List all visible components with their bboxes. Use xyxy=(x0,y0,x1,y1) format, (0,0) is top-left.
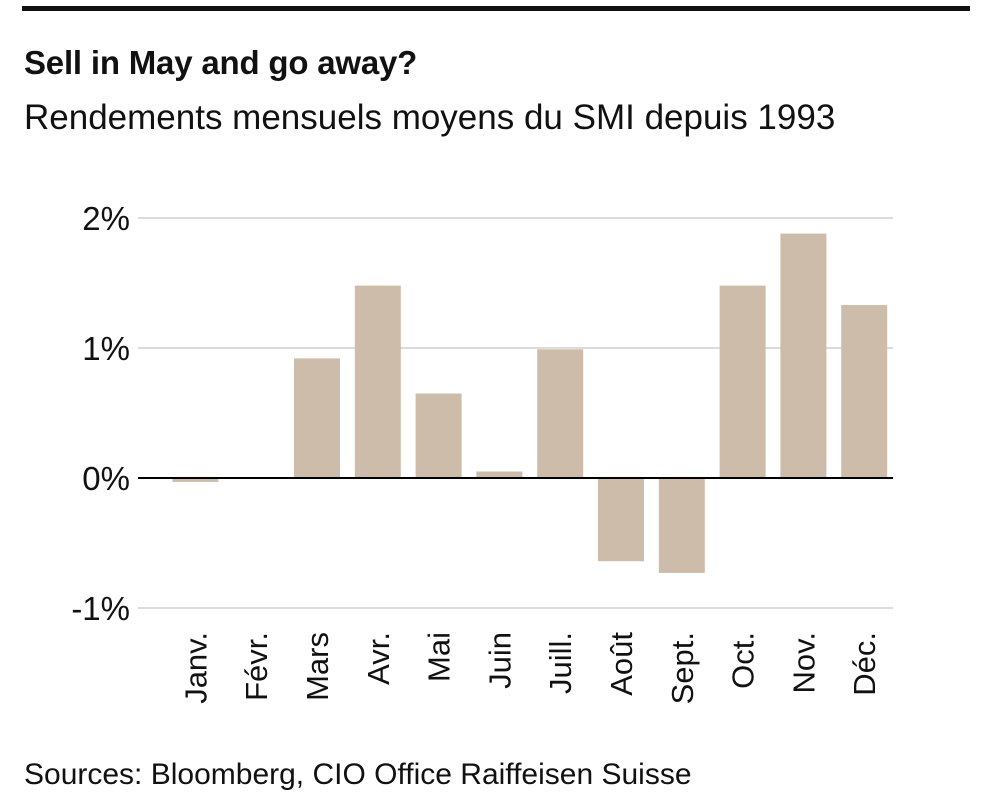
x-tick-label: Mars xyxy=(300,632,335,701)
x-tick-label: Avr. xyxy=(361,632,396,685)
chart-subtitle: Rendements mensuels moyens du SMI depuis… xyxy=(24,98,836,137)
bar xyxy=(415,393,462,478)
bar xyxy=(537,349,584,478)
x-tick-label: Déc. xyxy=(847,632,882,696)
bar xyxy=(476,471,523,478)
x-tick-label: Juin xyxy=(482,632,517,689)
x-tick-label: Sept. xyxy=(665,632,700,704)
y-tick-labels: -1% 0% 1% 2% xyxy=(71,200,130,627)
y-tick-label: -1% xyxy=(71,590,130,627)
bar xyxy=(780,233,827,478)
y-tick-label: 1% xyxy=(82,330,130,367)
bar xyxy=(841,305,888,478)
x-tick-label: Févr. xyxy=(239,632,274,701)
x-tick-label: Août xyxy=(604,632,639,696)
source-note: Sources: Bloomberg, CIO Office Raiffeise… xyxy=(24,758,692,791)
gridlines xyxy=(138,217,893,609)
x-tick-label: Nov. xyxy=(786,632,821,693)
bar xyxy=(719,285,766,478)
bar xyxy=(294,358,340,478)
x-tick-label: Janv. xyxy=(178,632,213,704)
bar xyxy=(598,478,644,562)
y-tick-label: 0% xyxy=(82,460,130,497)
bars xyxy=(172,233,888,573)
x-tick-label: Mai xyxy=(422,632,457,682)
x-tick-label: Oct. xyxy=(726,632,761,689)
bar xyxy=(354,285,401,478)
x-tick-label: Juill. xyxy=(543,632,578,694)
x-tick-labels: Janv. Févr. Mars Avr. Mai Juin Juill. Août Sept.… xyxy=(178,632,882,705)
bar xyxy=(658,478,705,573)
top-rule xyxy=(22,6,970,11)
bar xyxy=(172,478,219,482)
y-tick-label: 2% xyxy=(82,200,130,237)
chart-title: Sell in May and go away? xyxy=(24,44,418,81)
